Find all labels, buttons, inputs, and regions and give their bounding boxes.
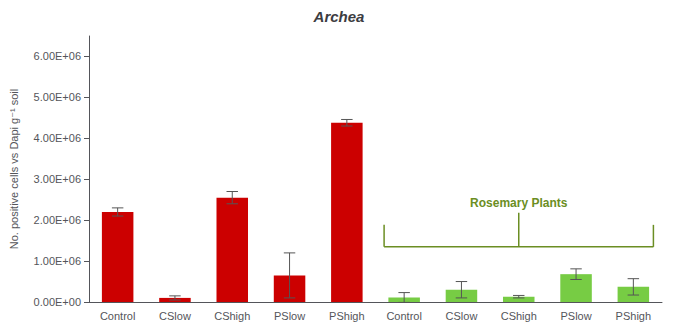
- svg-text:PShigh: PShigh: [616, 310, 651, 322]
- svg-text:6.00E+06: 6.00E+06: [34, 50, 81, 62]
- svg-text:Control: Control: [386, 310, 421, 322]
- svg-text:No. positive cells vs Dapi g⁻¹: No. positive cells vs Dapi g⁻¹ soil: [8, 89, 20, 249]
- svg-text:Archea: Archea: [313, 8, 365, 25]
- svg-text:Control: Control: [100, 310, 135, 322]
- svg-text:CSlow: CSlow: [159, 310, 191, 322]
- svg-text:1.00E+06: 1.00E+06: [34, 255, 81, 267]
- svg-text:0.00E+00: 0.00E+00: [34, 296, 81, 308]
- svg-text:3.00E+06: 3.00E+06: [34, 173, 81, 185]
- svg-text:PShigh: PShigh: [329, 310, 364, 322]
- svg-text:PSlow: PSlow: [274, 310, 305, 322]
- svg-text:CShigh: CShigh: [214, 310, 250, 322]
- svg-text:5.00E+06: 5.00E+06: [34, 91, 81, 103]
- svg-text:4.00E+06: 4.00E+06: [34, 132, 81, 144]
- svg-text:CSlow: CSlow: [446, 310, 478, 322]
- svg-text:CShigh: CShigh: [501, 310, 537, 322]
- svg-text:2.00E+06: 2.00E+06: [34, 214, 81, 226]
- svg-text:PSlow: PSlow: [560, 310, 591, 322]
- svg-text:Rosemary Plants: Rosemary Plants: [470, 196, 568, 210]
